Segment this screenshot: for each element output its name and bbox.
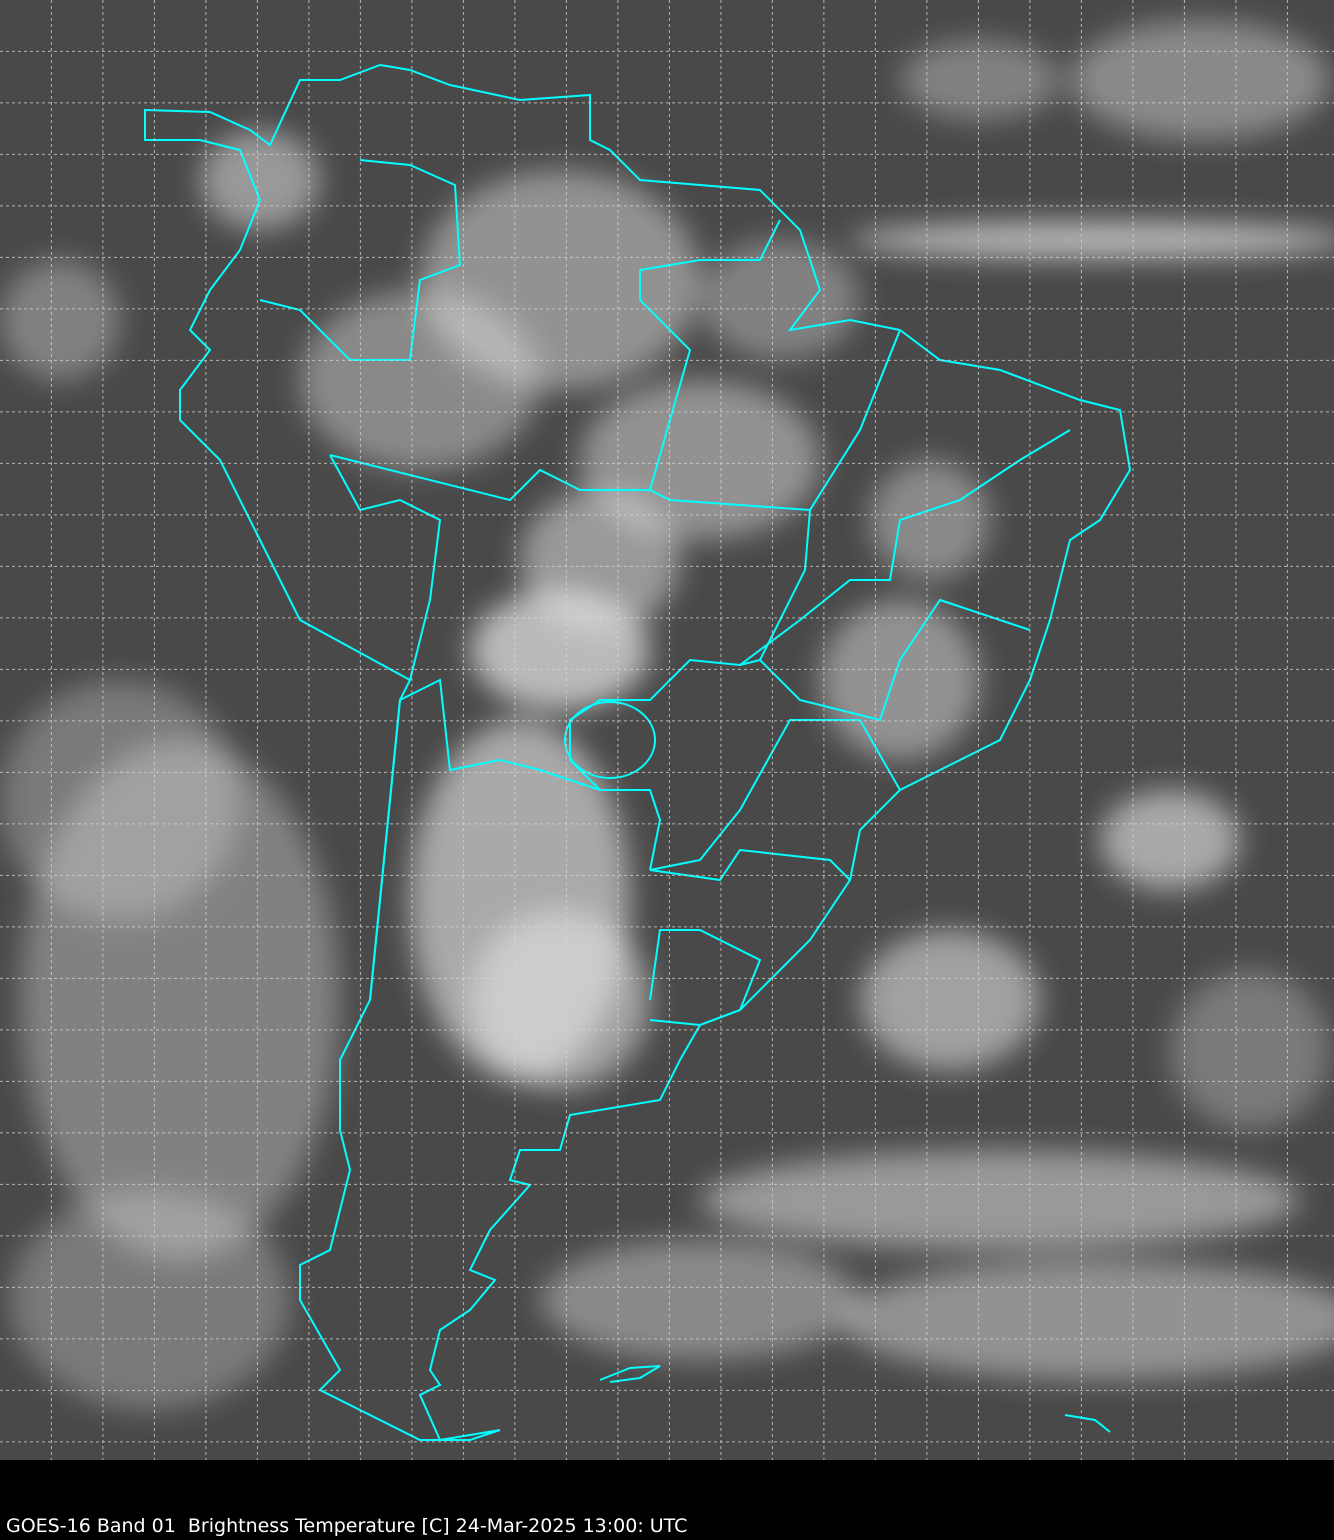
island-outline <box>1064 1414 1111 1433</box>
border-line <box>649 929 762 1027</box>
cloud <box>820 600 980 760</box>
cloud <box>10 1190 290 1410</box>
border-line <box>329 454 442 681</box>
cloud <box>860 930 1040 1070</box>
cloud <box>900 40 1060 120</box>
border-line <box>369 699 401 1001</box>
cloud <box>0 680 240 920</box>
border-line <box>639 219 781 491</box>
coastline <box>144 63 1132 1442</box>
cloud <box>470 910 650 1090</box>
island-outline <box>599 1365 661 1383</box>
border-line <box>759 598 1031 722</box>
cloud <box>0 260 120 380</box>
border-line <box>329 454 811 511</box>
cloud <box>870 460 990 580</box>
cloud <box>300 290 540 470</box>
cloud <box>1100 790 1240 890</box>
cloud <box>540 1240 860 1360</box>
border-line <box>564 701 657 779</box>
cloud <box>700 1150 1300 1250</box>
border-line <box>649 719 901 871</box>
cloud <box>840 1260 1334 1380</box>
image-caption: GOES-16 Band 01 Brightness Temperature [… <box>6 1515 688 1537</box>
cloud-layer <box>0 20 1334 1410</box>
cloud <box>200 130 320 230</box>
cloud <box>1170 970 1330 1130</box>
satellite-map <box>0 0 1334 1460</box>
cloud <box>1070 20 1330 140</box>
border-line <box>399 678 601 791</box>
cloud <box>700 240 860 360</box>
lat-lon-grid <box>0 0 1334 1460</box>
cloud <box>850 222 1334 258</box>
border-line <box>649 848 851 882</box>
border-line <box>259 159 462 361</box>
border-line <box>739 429 1071 666</box>
cloud <box>520 490 680 630</box>
country-borders <box>144 63 1132 1442</box>
border-line <box>809 329 901 511</box>
